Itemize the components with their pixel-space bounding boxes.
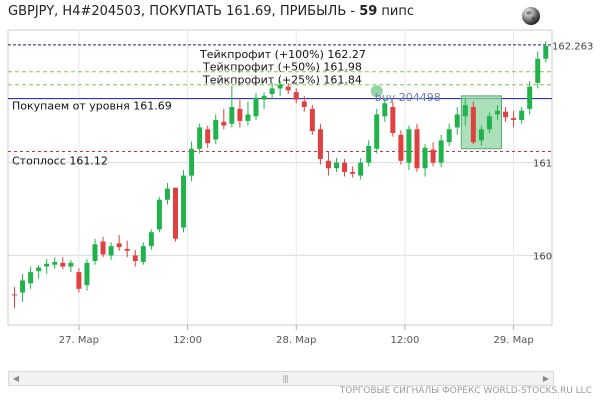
candle-body-56 xyxy=(462,105,468,117)
candle-body-49 xyxy=(406,129,412,163)
candle-body-52 xyxy=(430,149,436,163)
level-label-3: Покупаем от уровня 161.69 xyxy=(12,100,172,113)
candle-body-4 xyxy=(44,263,50,267)
candle-body-10 xyxy=(92,244,98,261)
candle-body-16 xyxy=(140,246,146,262)
candle-body-33 xyxy=(277,84,283,89)
candle-body-26 xyxy=(221,121,227,126)
candle-body-48 xyxy=(398,134,404,161)
y-tick-label-2: 162.263 xyxy=(552,41,593,52)
candle-body-32 xyxy=(269,88,275,95)
candle-body-20 xyxy=(173,187,178,239)
level-label-1: Тейкпрофит (+50%) 161.98 xyxy=(202,61,362,74)
x-tick-label-3: 12:00 xyxy=(391,335,420,346)
candle-body-61 xyxy=(503,111,509,118)
footer-credit: ТОРГОВЫЕ СИГНАЛЫ ФОРЕКС WORLD-STOCKS.RU … xyxy=(339,386,592,396)
y-tick-label-1: 161 xyxy=(533,159,552,170)
x-tick-label-4: 29. Мар xyxy=(494,335,534,346)
candle-body-55 xyxy=(454,114,460,128)
candle-body-36 xyxy=(301,101,307,107)
candle-body-7 xyxy=(68,262,74,267)
candle-body-57 xyxy=(470,106,476,143)
plot-frame xyxy=(7,29,553,326)
candle-body-53 xyxy=(438,140,444,163)
candle-body-3 xyxy=(36,267,42,272)
candle-body-14 xyxy=(124,248,130,251)
y-tick-label-0: 160 xyxy=(533,251,552,262)
header-text: GBPJPY, H4#204503, ПОКУПАТЬ 161.69, ПРИБ… xyxy=(8,4,360,19)
candle-body-66 xyxy=(543,45,549,59)
candle-body-51 xyxy=(422,147,428,169)
candle-body-34 xyxy=(285,86,291,91)
candle-body-24 xyxy=(205,129,211,144)
candle-body-43 xyxy=(358,162,364,176)
candle-body-1 xyxy=(20,280,26,293)
candle-body-62 xyxy=(511,118,517,120)
candle-body-22 xyxy=(189,148,195,176)
candle-body-2 xyxy=(28,272,34,284)
x-tick-label-2: 28. Мар xyxy=(276,335,316,346)
candle-body-54 xyxy=(446,129,452,143)
candle-body-38 xyxy=(317,129,323,159)
candle-body-40 xyxy=(334,162,339,169)
globe-icon[interactable] xyxy=(521,6,541,26)
grip-icon[interactable]: ||| xyxy=(282,374,288,383)
candle-body-30 xyxy=(253,97,259,117)
candle-body-27 xyxy=(229,106,235,124)
signal-label: buy 204498 xyxy=(375,91,441,104)
signal-marker xyxy=(370,85,383,98)
candle-body-37 xyxy=(309,108,315,132)
horizontal-scrollbar[interactable]: ◀ ||| ▶ xyxy=(8,371,554,386)
candle-body-6 xyxy=(60,262,66,267)
candle-body-35 xyxy=(293,92,299,100)
candle-body-41 xyxy=(342,162,348,172)
triangle-left-icon[interactable]: ◀ xyxy=(12,374,20,383)
candle-body-19 xyxy=(164,188,170,200)
chart-header: GBPJPY, H4#204503, ПОКУПАТЬ 161.69, ПРИБ… xyxy=(8,4,414,19)
candle-body-11 xyxy=(100,241,106,255)
candle-body-12 xyxy=(108,246,114,256)
x-tick-label-1: 12:00 xyxy=(173,335,202,346)
candle-body-13 xyxy=(116,243,122,248)
candle-body-8 xyxy=(76,272,82,289)
candle-body-42 xyxy=(350,171,356,174)
candle-body-65 xyxy=(535,58,541,83)
pips-unit: пипс xyxy=(377,4,415,19)
candle-body-29 xyxy=(245,114,251,121)
candle-body-28 xyxy=(237,108,243,121)
candle-body-25 xyxy=(213,119,219,140)
candle-body-39 xyxy=(325,160,331,169)
candle-body-18 xyxy=(156,199,162,230)
candle-body-60 xyxy=(495,110,500,115)
x-tick-label-0: 27. Мар xyxy=(59,335,99,346)
level-label-2: Тейкпрофит (+25%) 161.84 xyxy=(202,74,362,87)
triangle-right-icon[interactable]: ▶ xyxy=(542,374,550,383)
candle-body-15 xyxy=(132,255,138,261)
profit-pips: 59 xyxy=(359,4,378,19)
level-label-4: Стоплосс 161.12 xyxy=(12,155,108,168)
candle-body-9 xyxy=(84,262,90,286)
candle-body-45 xyxy=(374,114,380,149)
candle-body-17 xyxy=(148,232,154,247)
candle-body-31 xyxy=(261,95,267,100)
candle-body-64 xyxy=(527,86,533,109)
candle-body-50 xyxy=(414,129,420,169)
candle-body-58 xyxy=(478,129,484,141)
candle-body-21 xyxy=(181,175,187,228)
candle-body-59 xyxy=(486,116,492,130)
candle-body-44 xyxy=(366,145,372,163)
candle-body-63 xyxy=(519,110,525,120)
level-label-0: Тейкпрофит (+100%) 162.27 xyxy=(199,48,366,61)
candle-body-0 xyxy=(12,294,17,296)
candle-body-5 xyxy=(52,261,58,265)
candle-body-47 xyxy=(390,106,396,133)
candle-body-23 xyxy=(197,127,203,149)
candle-body-46 xyxy=(382,103,388,117)
